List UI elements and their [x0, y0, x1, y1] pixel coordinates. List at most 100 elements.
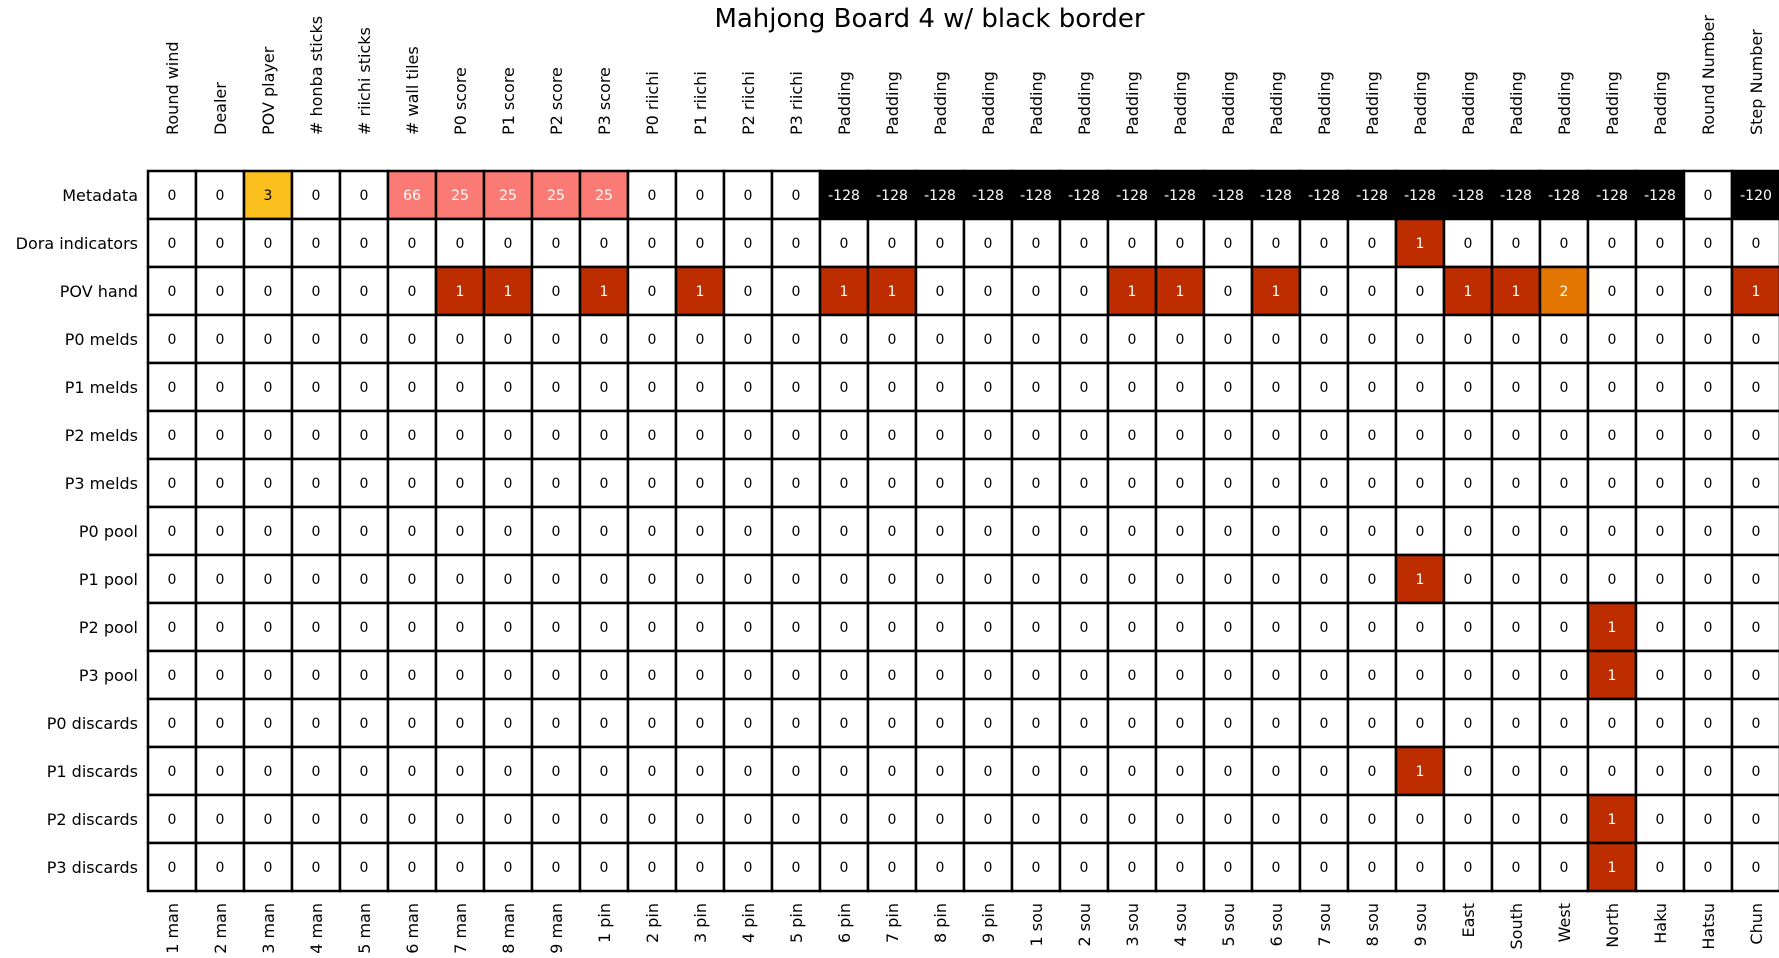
heatmap-cell: [1442, 745, 1494, 797]
bottom-column-label: Chun: [1747, 903, 1766, 945]
row-label: Metadata: [62, 186, 138, 205]
cell-value-label: 0: [1608, 284, 1617, 300]
cell-value-label: 0: [1560, 236, 1569, 252]
cell-value-label: 0: [1416, 860, 1425, 876]
cell-value-label: 0: [1560, 332, 1569, 348]
heatmap-cell: [1250, 457, 1302, 509]
cell-value-label: 0: [216, 188, 225, 204]
cell-value-label: 0: [1752, 620, 1761, 636]
top-column-label: Round wind: [163, 41, 182, 135]
cell-value-label: 0: [840, 476, 849, 492]
heatmap-cell: [962, 505, 1014, 557]
heatmap-cell: [194, 793, 246, 845]
heatmap-cell: [1538, 697, 1590, 749]
cell-value-label: 0: [1272, 380, 1281, 396]
cell-value-label: 0: [552, 428, 561, 444]
bottom-column-label: 3 sou: [1123, 903, 1142, 947]
cell-value-label: 1: [1416, 236, 1425, 252]
heatmap-cell: [1538, 361, 1590, 413]
cell-value-label: 0: [552, 332, 561, 348]
cell-value-label: 0: [984, 524, 993, 540]
heatmap-cell: [194, 745, 246, 797]
cell-value-label: 0: [1560, 716, 1569, 732]
cell-value-label: 25: [547, 188, 565, 204]
cell-value-label: 0: [1368, 524, 1377, 540]
top-column-label: Padding: [1411, 71, 1430, 135]
cell-value-label: 0: [1608, 236, 1617, 252]
bottom-column-label: South: [1507, 903, 1526, 950]
cell-value-label: 0: [1080, 380, 1089, 396]
heatmap-cell: [1442, 409, 1494, 461]
cell-value-label: 0: [1656, 860, 1665, 876]
cell-value-label: 0: [648, 524, 657, 540]
cell-value-label: 0: [168, 860, 177, 876]
cell-value-label: 0: [1704, 572, 1713, 588]
top-column-label: P3 riichi: [787, 71, 806, 135]
heatmap-cell: [722, 745, 774, 797]
heatmap-cell: [146, 505, 198, 557]
top-column-label: P2 riichi: [739, 71, 758, 135]
cell-value-label: 0: [408, 764, 417, 780]
heatmap-cell: [290, 217, 342, 269]
cell-value-label: 1: [1176, 284, 1185, 300]
cell-value-label: 0: [984, 284, 993, 300]
cell-value-label: 0: [840, 236, 849, 252]
cell-value-label: 0: [1320, 572, 1329, 588]
cell-value-label: 0: [312, 428, 321, 444]
heatmap-cell: [1730, 169, 1779, 221]
heatmap-cell: [530, 409, 582, 461]
heatmap-cell: [386, 841, 438, 893]
cell-value-label: 0: [744, 380, 753, 396]
cell-value-label: 0: [1368, 572, 1377, 588]
heatmap-cell: [1634, 649, 1686, 701]
cell-value-label: 0: [936, 860, 945, 876]
cell-value-label: 0: [168, 188, 177, 204]
cell-value-label: 0: [1704, 284, 1713, 300]
heatmap-cell: [1538, 265, 1590, 317]
cell-value-label: 0: [1464, 668, 1473, 684]
cell-value-label: 0: [1032, 716, 1041, 732]
cell-value-label: 1: [1512, 284, 1521, 300]
cell-value-label: 0: [744, 188, 753, 204]
cell-value-label: 0: [504, 620, 513, 636]
cell-value-label: 0: [792, 668, 801, 684]
heatmap-cell: [194, 841, 246, 893]
cell-value-label: 0: [792, 236, 801, 252]
cell-value-label: 0: [1512, 428, 1521, 444]
top-column-label: Padding: [1363, 71, 1382, 135]
cell-value-label: 0: [936, 476, 945, 492]
heatmap-cell: [1010, 361, 1062, 413]
heatmap-cell: [1346, 697, 1398, 749]
cell-value-label: -120: [1740, 188, 1772, 204]
cell-value-label: 0: [1752, 572, 1761, 588]
cell-value-label: 0: [1464, 428, 1473, 444]
cell-value-label: 0: [504, 236, 513, 252]
heatmap-cell: [578, 409, 630, 461]
heatmap-cell: [1442, 793, 1494, 845]
heatmap-cell: [578, 793, 630, 845]
cell-value-label: 0: [264, 764, 273, 780]
cell-value-label: 0: [1512, 332, 1521, 348]
cell-value-label: 0: [840, 812, 849, 828]
cell-value-label: -128: [972, 188, 1004, 204]
cell-value-label: 0: [168, 764, 177, 780]
cell-value-label: 0: [792, 764, 801, 780]
cell-value-label: 0: [168, 236, 177, 252]
bottom-column-label: 5 pin: [787, 903, 806, 943]
cell-value-label: 0: [984, 476, 993, 492]
cell-value-label: 0: [984, 236, 993, 252]
cell-value-label: 0: [1416, 380, 1425, 396]
cell-value-label: -128: [1356, 188, 1388, 204]
cell-value-label: 0: [264, 284, 273, 300]
cell-value-label: 0: [792, 860, 801, 876]
cell-value-label: 66: [403, 188, 421, 204]
heatmap-cell: [578, 649, 630, 701]
cell-value-label: 0: [1272, 764, 1281, 780]
cell-value-label: 0: [408, 524, 417, 540]
cell-value-label: 0: [648, 236, 657, 252]
cell-value-label: 0: [792, 380, 801, 396]
cell-value-label: 1: [696, 284, 705, 300]
cell-value-label: 0: [1032, 764, 1041, 780]
cell-value-label: 0: [840, 716, 849, 732]
cell-value-label: 0: [1608, 380, 1617, 396]
